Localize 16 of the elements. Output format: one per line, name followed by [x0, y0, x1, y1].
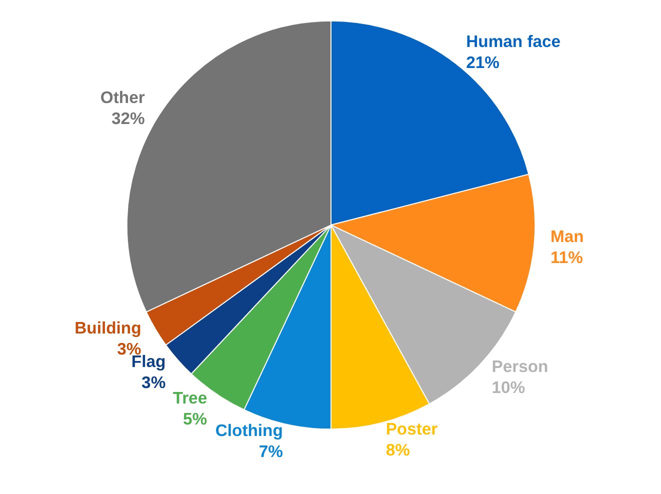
data-label: 7% — [258, 442, 284, 462]
data-label: 21% — [466, 52, 500, 72]
data-label: 11% — [550, 248, 584, 267]
data-label: 5% — [183, 409, 208, 428]
slice-label: Other — [100, 88, 146, 107]
slice-label: Building — [74, 318, 142, 338]
slice-label: Clothing — [215, 421, 283, 440]
data-label: 10% — [492, 378, 526, 398]
data-label: 8% — [386, 440, 410, 460]
slice-label: Poster — [386, 420, 438, 439]
slice-label: Man — [550, 226, 584, 246]
data-label: 3% — [142, 372, 166, 392]
data-label: 32% — [112, 108, 146, 128]
slice-label: Person — [492, 356, 548, 376]
slice-label: Tree — [172, 388, 208, 408]
slice-label: Human face — [466, 32, 561, 51]
